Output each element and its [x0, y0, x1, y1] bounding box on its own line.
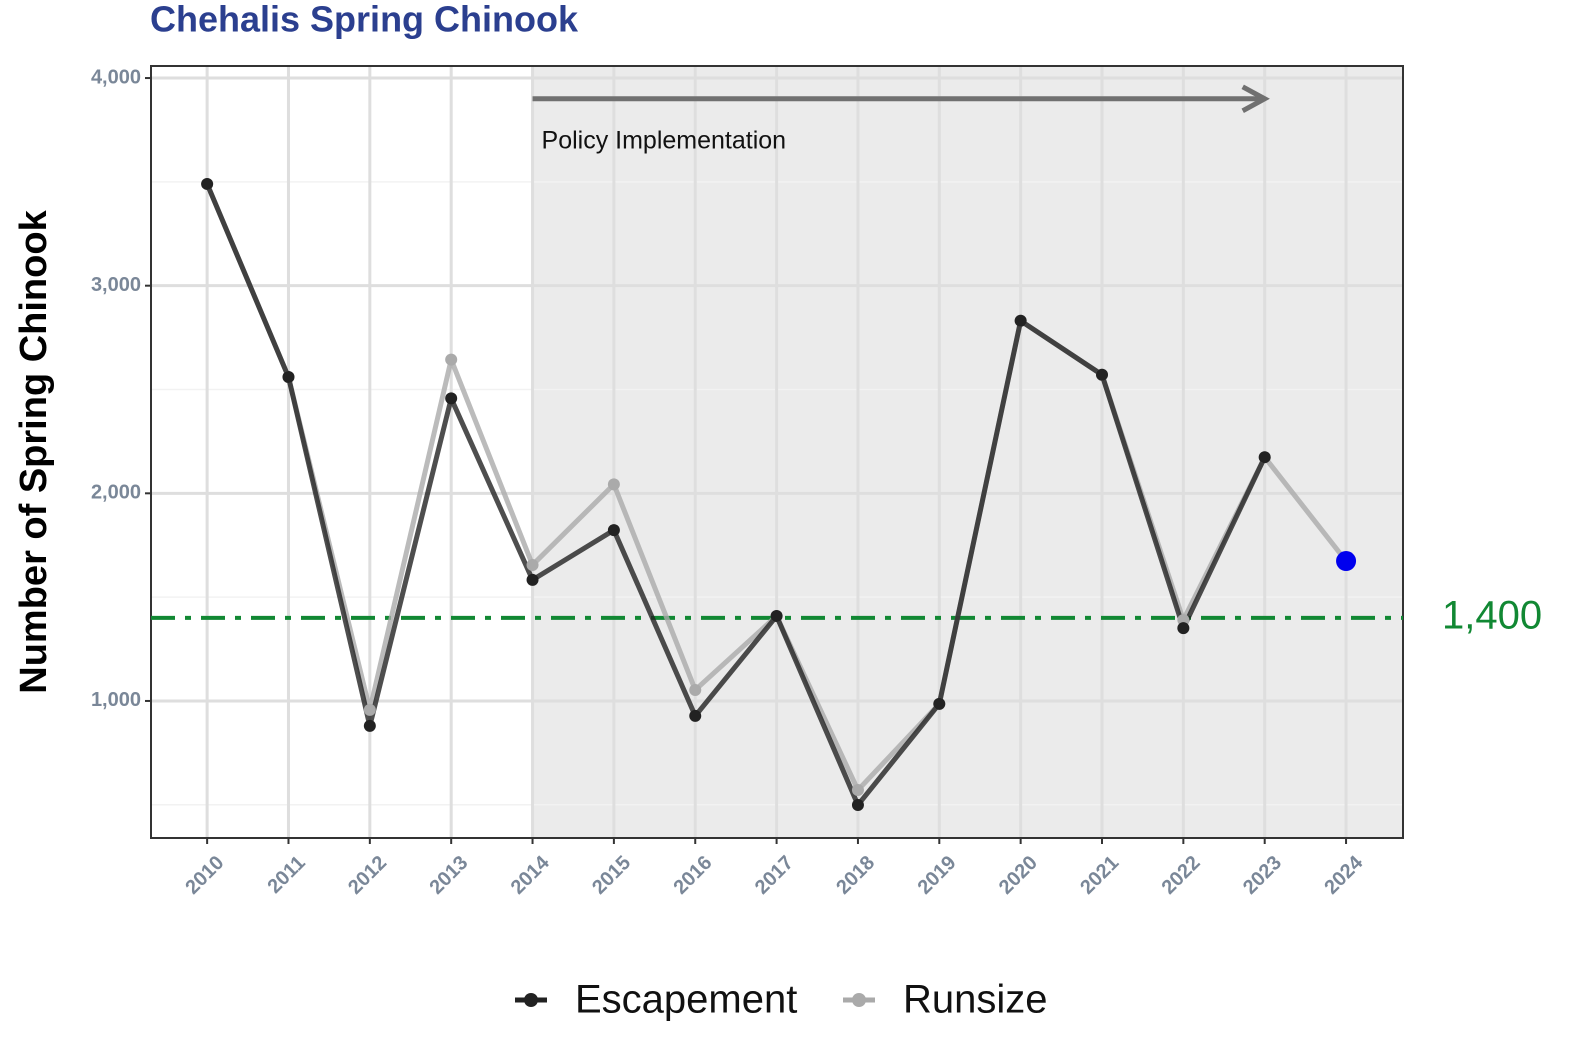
series-point — [201, 177, 214, 190]
x-tick-label: 2019 — [914, 852, 961, 899]
series-point — [445, 353, 458, 366]
series-point — [282, 371, 295, 384]
series-line — [204, 182, 1267, 808]
y-tick-label: 3,000 — [91, 274, 141, 296]
chart-title: Chehalis Spring Chinook — [150, 0, 579, 40]
series-point — [526, 573, 539, 586]
y-tick-label: 4,000 — [91, 66, 141, 88]
legend-label: Escapement — [575, 978, 797, 1022]
series-point — [607, 524, 620, 537]
x-tick-label: 2012 — [344, 852, 391, 899]
x-tick-label: 2011 — [264, 852, 310, 898]
series-point — [1095, 368, 1108, 381]
x-tick-label: 2014 — [507, 851, 555, 899]
series-point — [770, 610, 783, 623]
legend-item: Escapement — [515, 978, 797, 1022]
shaded-region — [532, 66, 1403, 838]
series-point — [689, 709, 702, 722]
legend-label: Runsize — [903, 978, 1048, 1022]
series-point — [526, 558, 539, 571]
x-tick-label: 2022 — [1158, 852, 1205, 899]
x-tick-label: 2017 — [751, 852, 798, 899]
x-tick-label: 2018 — [832, 852, 879, 899]
x-tick-label: 2010 — [181, 852, 228, 899]
highlight-point — [1336, 551, 1357, 572]
series-point — [1258, 451, 1271, 464]
series-point — [1014, 314, 1027, 327]
x-tick-label: 2016 — [669, 852, 716, 899]
series-point — [363, 719, 376, 732]
series-point — [689, 683, 702, 696]
y-tick-label: 1,000 — [91, 689, 141, 711]
legend-key-dot — [852, 993, 866, 1007]
x-tick-label: 2013 — [425, 852, 472, 899]
series-point — [363, 703, 376, 716]
series-point — [607, 478, 620, 491]
y-axis-label: Number of Spring Chinook — [13, 209, 55, 693]
x-tick-label: 2015 — [588, 852, 635, 899]
series-point — [851, 798, 864, 811]
y-tick-label: 2,000 — [91, 482, 141, 504]
annotation-text: Policy Implementation — [542, 126, 787, 154]
series-point — [933, 697, 946, 710]
x-tick-label: 2023 — [1239, 852, 1286, 899]
x-tick-label: 2021 — [1076, 852, 1123, 899]
x-tick-label: 2020 — [995, 852, 1042, 899]
series-point — [445, 392, 458, 405]
series-point — [851, 784, 864, 797]
arrow-head — [1241, 84, 1270, 114]
series-point — [1177, 622, 1190, 635]
reference-label: 1,400 — [1442, 593, 1542, 637]
x-tick-label: 2024 — [1320, 851, 1368, 899]
legend-key-dot — [524, 993, 538, 1007]
plot-border — [150, 65, 1404, 839]
legend-item: Runsize — [843, 978, 1048, 1022]
